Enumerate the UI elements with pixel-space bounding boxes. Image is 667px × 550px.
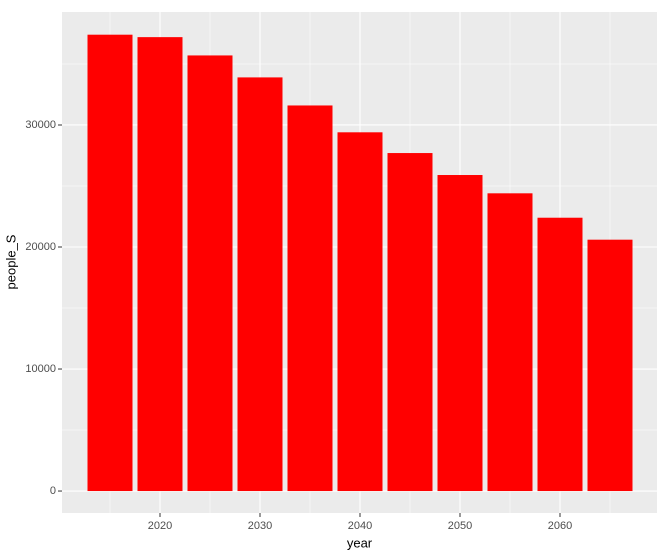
x-axis-title: year [347, 535, 373, 550]
y-tick-label: 30000 [25, 119, 56, 131]
bar [187, 55, 233, 492]
bar [587, 239, 633, 492]
bar [337, 132, 383, 492]
bar [137, 37, 183, 492]
bar [387, 153, 433, 492]
x-tick-label: 2020 [148, 520, 172, 532]
y-tick-label: 0 [50, 485, 56, 497]
bar [537, 217, 583, 492]
y-tick-label: 20000 [25, 241, 56, 253]
bar [487, 193, 533, 492]
x-tick-label: 2030 [248, 520, 272, 532]
x-tick-label: 2040 [348, 520, 372, 532]
bar [237, 77, 283, 492]
bar [287, 105, 333, 492]
bar [87, 34, 133, 492]
y-tick-label: 10000 [25, 363, 56, 375]
x-tick-label: 2050 [448, 520, 472, 532]
x-tick-label: 2060 [548, 520, 572, 532]
y-axis-title: people_S [3, 234, 18, 289]
bar [437, 175, 483, 492]
